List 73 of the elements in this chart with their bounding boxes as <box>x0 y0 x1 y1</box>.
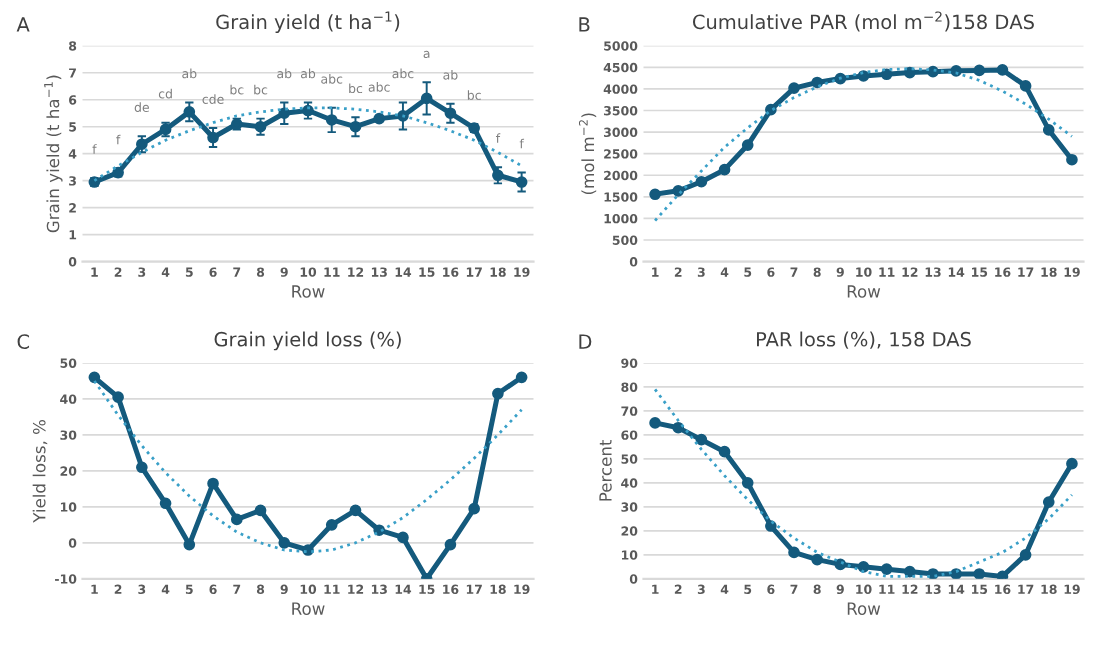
point <box>649 417 661 429</box>
point <box>1066 153 1078 166</box>
text: B <box>579 17 590 32</box>
point <box>207 131 219 144</box>
point <box>857 70 870 82</box>
x-axis-title: Row <box>847 602 881 615</box>
x-axis-title: Row <box>292 602 325 615</box>
point <box>880 563 893 576</box>
point <box>420 92 433 105</box>
point <box>373 112 386 125</box>
point <box>207 477 219 490</box>
y-axis-title: Yield loss, % <box>32 420 48 523</box>
point <box>468 502 480 515</box>
point <box>230 513 243 526</box>
point <box>649 188 661 201</box>
point <box>788 546 800 559</box>
point <box>788 82 800 94</box>
line-series <box>653 67 1074 222</box>
point <box>973 64 986 77</box>
point <box>1019 80 1032 92</box>
point <box>112 391 124 403</box>
point <box>325 114 338 126</box>
point <box>765 520 777 532</box>
point <box>278 107 291 120</box>
chart-title: Cumulative PAR (mol m$^{−2}$)158 DAS <box>692 11 1034 32</box>
point <box>903 66 916 79</box>
point <box>695 433 708 446</box>
point <box>278 536 291 549</box>
point <box>444 107 457 120</box>
point <box>672 421 685 434</box>
point <box>1066 457 1078 470</box>
point <box>88 371 101 384</box>
point <box>718 163 731 176</box>
point <box>492 387 504 400</box>
point <box>857 560 870 573</box>
point <box>515 371 528 384</box>
point <box>515 176 528 188</box>
point <box>1042 496 1055 508</box>
point <box>159 497 172 510</box>
text: A <box>16 17 30 32</box>
point <box>1042 124 1055 136</box>
line-series <box>653 387 1074 578</box>
x-axis-title: Row <box>847 285 881 298</box>
point <box>1019 548 1032 561</box>
chart-title: Grain yield loss (%) <box>214 331 401 351</box>
point <box>695 175 708 188</box>
point <box>136 461 148 474</box>
point <box>718 445 731 458</box>
text: C <box>17 334 30 349</box>
point <box>444 538 457 551</box>
y-axis-title: (mol m$^{−2}$) <box>578 113 597 195</box>
point <box>325 519 338 531</box>
point <box>927 568 939 579</box>
point <box>996 64 1009 76</box>
point <box>397 531 409 544</box>
point <box>973 568 986 579</box>
x-axis-title: Row <box>292 285 325 298</box>
text: D <box>579 334 592 349</box>
point <box>880 68 893 81</box>
point <box>349 120 362 133</box>
point <box>927 65 939 78</box>
point <box>349 504 362 517</box>
point <box>741 477 754 489</box>
chart-title: PAR loss (%), 158 DAS <box>757 331 971 349</box>
y-axis-title: Percent <box>599 439 612 501</box>
point <box>903 565 916 578</box>
point <box>811 76 824 89</box>
point <box>183 106 196 118</box>
y-axis-title: Grain yield (t ha$^{−1}$) <box>44 75 63 233</box>
point <box>811 553 824 566</box>
point <box>254 504 267 517</box>
point <box>741 139 754 151</box>
chart-title: Grain yield (t ha$^{−1}$) <box>216 11 400 34</box>
